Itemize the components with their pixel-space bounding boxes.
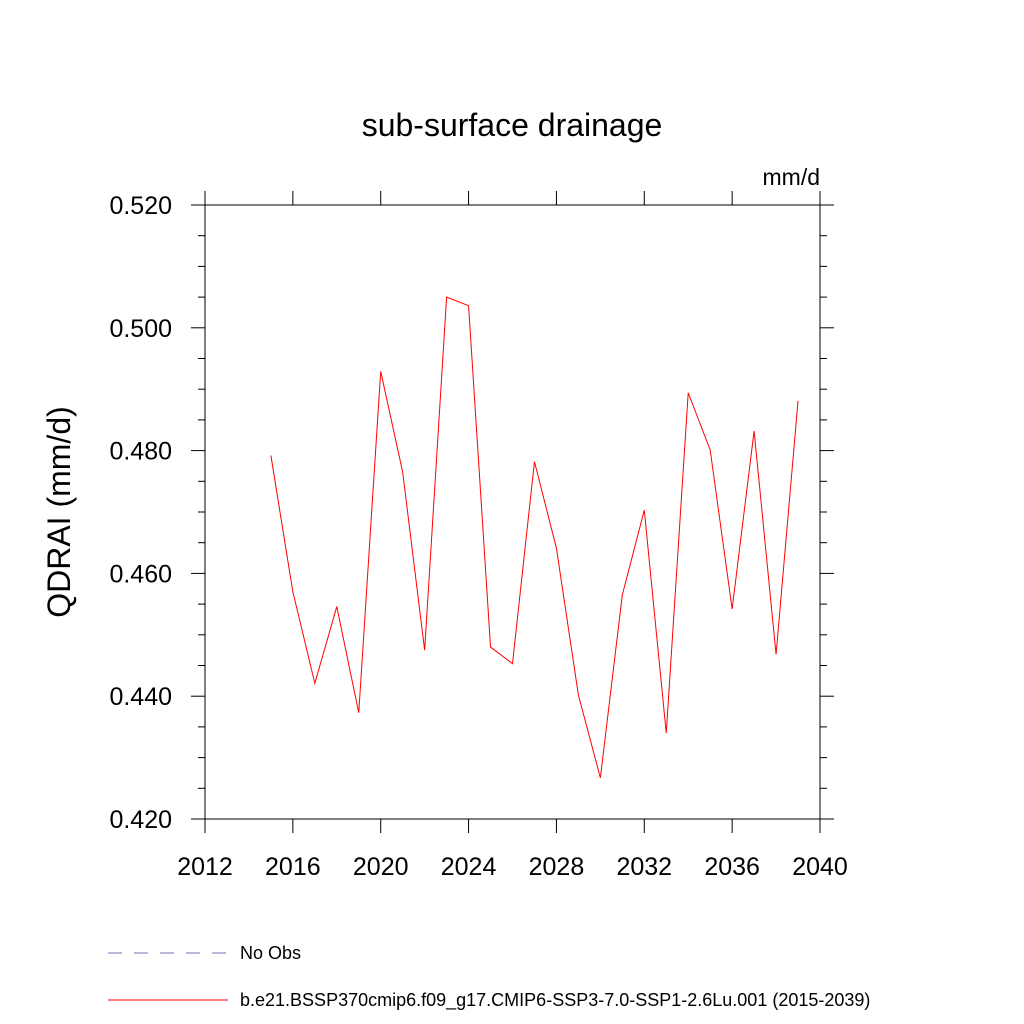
x-tick-label: 2036 — [704, 853, 760, 881]
y-tick-label: 0.440 — [109, 683, 172, 711]
x-tick-label: 2028 — [529, 853, 585, 881]
x-tick-label: 2020 — [353, 853, 409, 881]
y-tick-label: 0.420 — [109, 806, 172, 834]
x-tick-label: 2040 — [792, 853, 848, 881]
legend: No Obs b.e21.BSSP370cmip6.f09_g17.CMIP6-… — [108, 943, 870, 1011]
legend-label-model-run: b.e21.BSSP370cmip6.f09_g17.CMIP6-SSP3-7.… — [240, 990, 870, 1011]
y-tick-label: 0.480 — [109, 438, 172, 466]
chart-title: sub-surface drainage — [362, 107, 663, 143]
units-label: mm/d — [763, 164, 821, 190]
x-tick-label: 2032 — [616, 853, 672, 881]
y-tick-label: 0.520 — [109, 192, 172, 220]
x-tick-label: 2016 — [265, 853, 321, 881]
x-tick-label: 2024 — [441, 853, 497, 881]
x-tick-label: 2012 — [177, 853, 233, 881]
plot-frame — [204, 204, 821, 820]
series-line — [270, 296, 799, 778]
y-tick-label: 0.500 — [109, 315, 172, 343]
axis-ticks: 2012 2016 2020 2024 2028 2032 2036 2040 0.420 0.4… — [109, 191, 848, 881]
y-tick-label: 0.460 — [109, 560, 172, 588]
series-layer — [270, 296, 799, 778]
legend-label-no-obs: No Obs — [240, 943, 301, 963]
y-axis-label: QDRAI (mm/d) — [41, 406, 77, 618]
